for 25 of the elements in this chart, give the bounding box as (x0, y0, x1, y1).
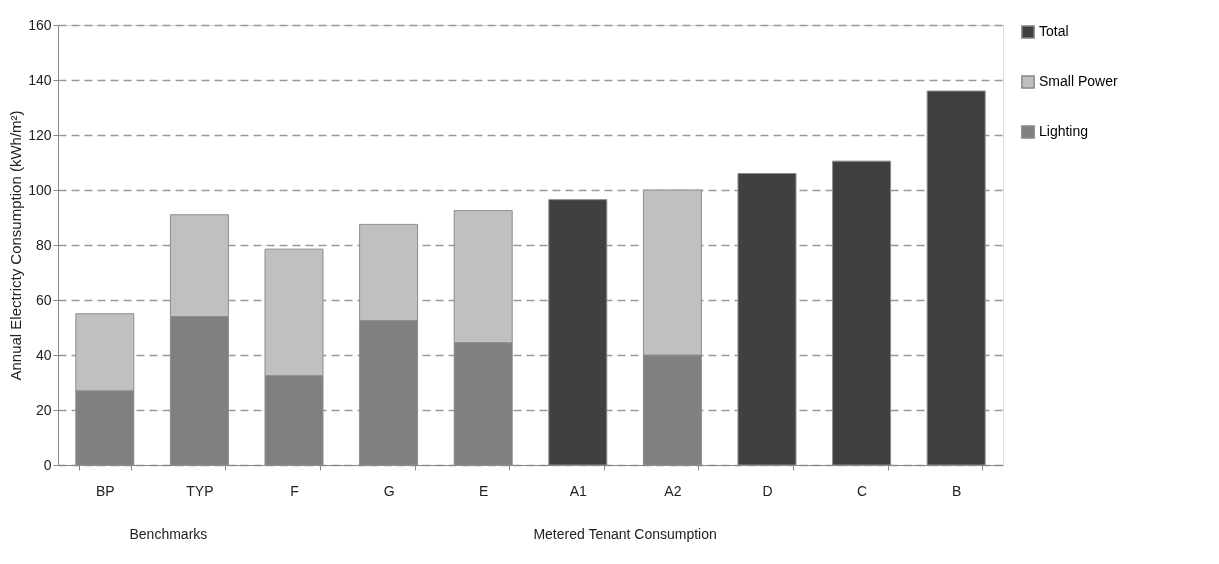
legend-label: Total (1039, 23, 1069, 39)
x-tick-label: B (952, 482, 962, 499)
x-tick-label: BP (95, 482, 115, 499)
x-tick-label: F (290, 482, 299, 499)
y-tick-label: 140 (28, 71, 52, 88)
y-tick-label: 120 (28, 126, 52, 143)
y-tick-label: 80 (35, 236, 52, 253)
y-tick-label: 100 (28, 181, 52, 198)
x-tick-label: TYP (186, 482, 214, 499)
x-tick-label: C (857, 482, 868, 499)
y-axis-title: Annual Electricty Consumption (kWh/m²) (7, 110, 25, 381)
x-tick-label: D (762, 482, 773, 499)
legend-label: Lighting (1039, 123, 1089, 139)
y-tick-label: 40 (35, 346, 52, 363)
y-tick-label: 60 (35, 291, 52, 308)
x-tick-label: G (383, 482, 395, 499)
legend-label: Small Power (1039, 73, 1118, 89)
text: Benchmarks (129, 526, 208, 542)
x-tick-label: A1 (569, 482, 588, 499)
x-tick-label: E (479, 482, 489, 499)
y-tick-label: 20 (35, 401, 52, 418)
x-tick-label: A2 (664, 482, 682, 499)
text: Metered Tenant Consumption (533, 526, 717, 542)
y-tick-label: 160 (28, 16, 52, 33)
y-tick-label: 0 (43, 456, 52, 473)
